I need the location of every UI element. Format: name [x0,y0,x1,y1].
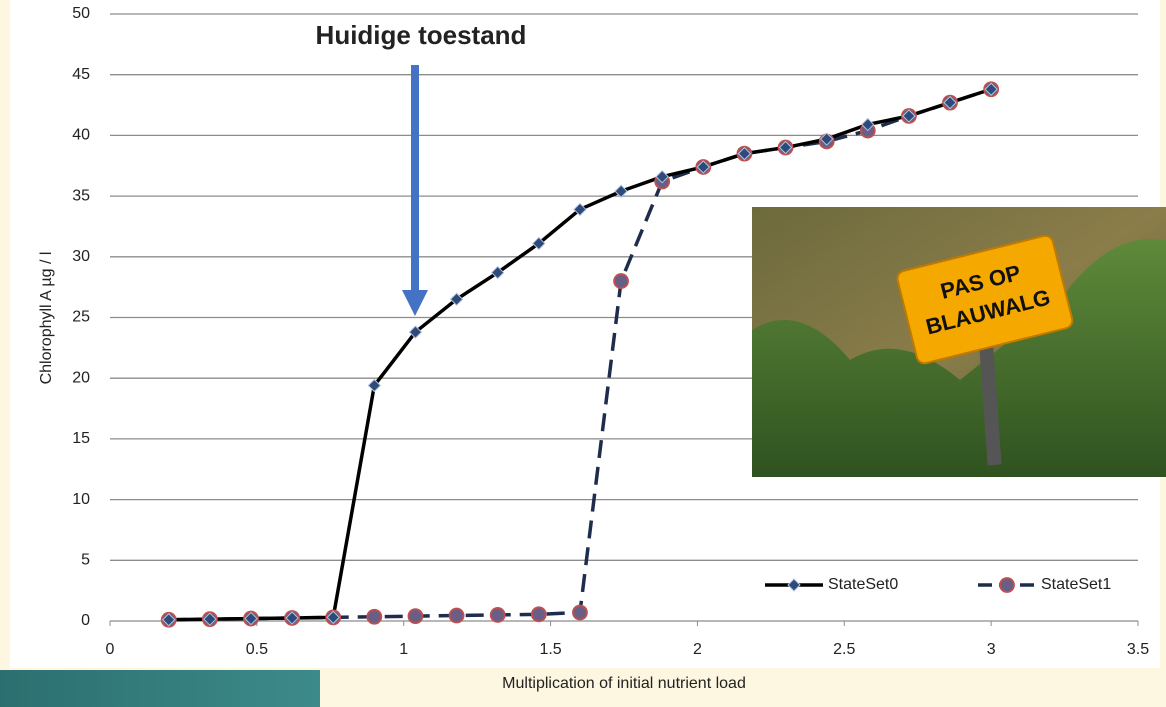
y-tick-label: 0 [81,612,90,629]
marker [532,236,546,251]
marker [778,140,793,155]
marker [366,608,383,625]
marker [448,607,465,624]
marker [572,604,588,621]
x-tick-label: 0 [106,641,115,658]
marker [737,146,752,161]
y-tick-label: 25 [72,309,90,326]
marker [696,160,711,174]
y-tick-label: 40 [72,127,90,144]
marker [326,610,340,625]
y-axis-label: Chlorophyll A µg / l [38,252,55,385]
sign-post [978,329,1002,466]
sign-board [896,234,1074,365]
x-tick-label: 1 [399,641,408,658]
y-tick-label: 50 [72,5,90,22]
photo-bottom [0,670,320,707]
marker [162,613,176,627]
legend-label: StateSet1 [1041,576,1111,593]
marker [861,117,875,132]
legend-label: StateSet0 [828,576,898,593]
y-tick-label: 45 [72,66,90,83]
marker [614,184,628,198]
marker [530,606,547,623]
marker [902,109,916,123]
marker [490,265,505,280]
marker [407,608,424,625]
x-axis-label: Multiplication of initial nutrient load [502,675,746,692]
marker [285,611,299,625]
marker [573,202,587,217]
x-tick-label: 2 [693,641,702,658]
x-tick-label: 1.5 [539,641,561,658]
marker [489,607,506,623]
marker [449,292,464,306]
marker [943,95,957,110]
marker [984,82,998,96]
y-tick-label: 10 [72,491,90,508]
marker [367,378,382,393]
y-tick-label: 30 [72,248,90,265]
marker [819,132,834,146]
x-tick-label: 0.5 [246,641,268,658]
y-tick-label: 5 [81,552,90,569]
marker [613,273,629,289]
x-tick-label: 3 [987,641,996,658]
y-tick-label: 20 [72,369,90,386]
legend-marker [999,577,1015,593]
marker [655,169,669,184]
annotation-arrowhead [402,290,428,316]
y-tick-label: 15 [72,430,90,447]
marker [408,325,423,339]
marker [203,612,217,626]
x-tick-label: 2.5 [833,641,855,658]
x-tick-label: 3.5 [1127,641,1149,658]
y-tick-label: 35 [72,187,90,204]
legend-marker [787,578,801,592]
marker [244,611,258,626]
annotation: Huidige toestand [316,20,527,50]
photo: PAS OP BLAUWALG [752,207,1166,477]
